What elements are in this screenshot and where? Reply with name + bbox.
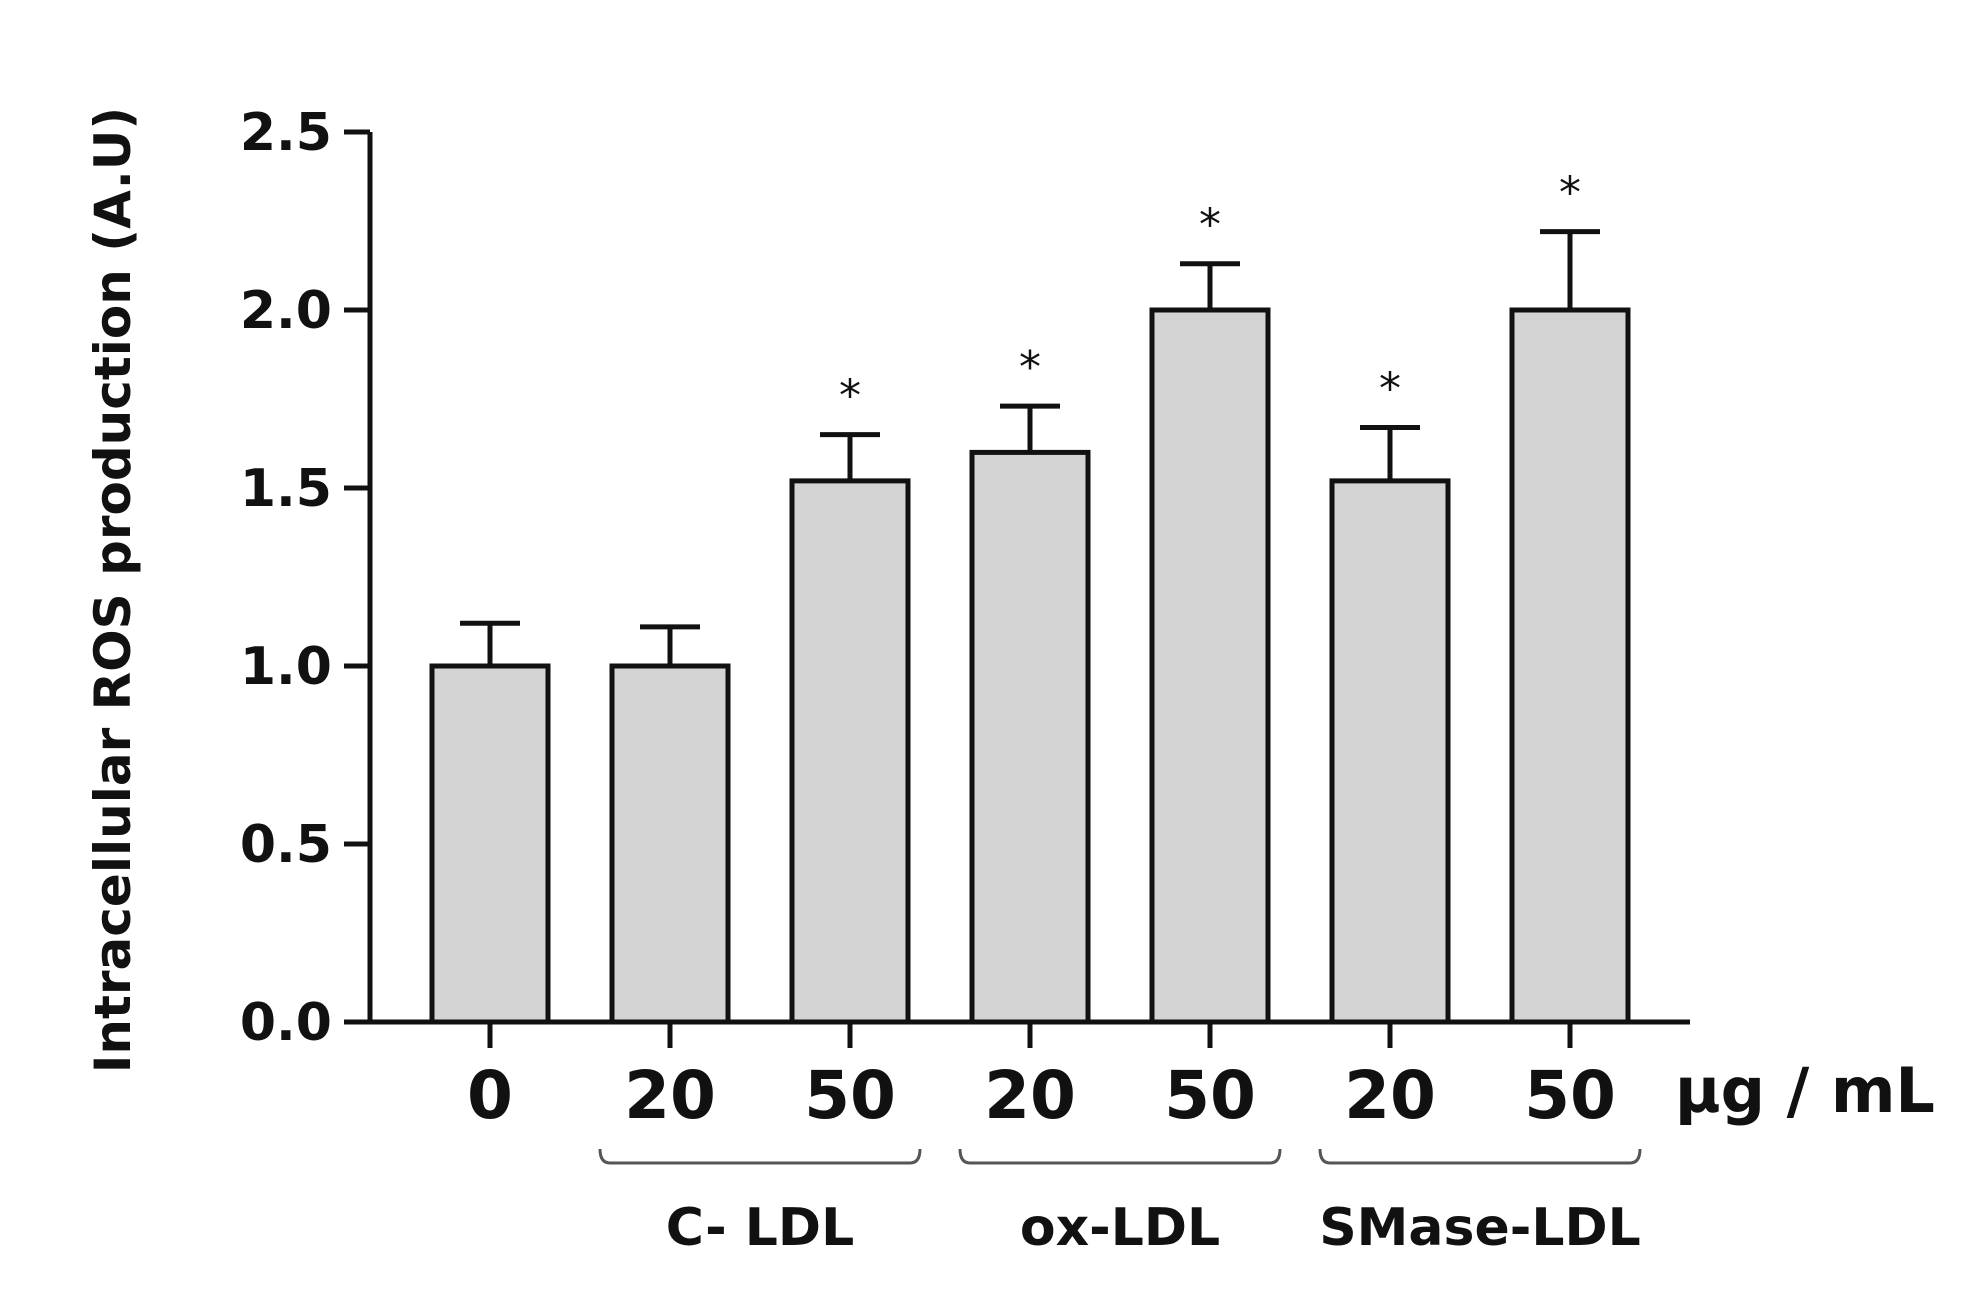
significance-star-3: *	[1019, 342, 1041, 393]
y-tick-label-0: 0.0	[240, 993, 332, 1053]
group-bracket-0	[598, 1148, 922, 1165]
group-label-1: ox-LDL	[1020, 1198, 1220, 1258]
bar-6	[1509, 307, 1631, 1025]
x-tick-label-1: 20	[624, 1057, 716, 1134]
bar-4	[1149, 307, 1271, 1025]
x-axis-unit-label: µg / mL	[1675, 1054, 1935, 1127]
x-tick-label-3: 20	[984, 1057, 1076, 1134]
y-axis-label: Intracellular ROS production (A.U)	[84, 107, 142, 1073]
x-tick-label-0: 0	[467, 1057, 513, 1134]
x-tick-label-2: 50	[804, 1057, 896, 1134]
significance-star-6: *	[1559, 168, 1581, 219]
significance-star-4: *	[1199, 200, 1221, 251]
bar-0	[429, 663, 551, 1025]
significance-star-5: *	[1379, 363, 1401, 414]
group-label-2: SMase-LDL	[1319, 1198, 1641, 1258]
y-tick-label-5: 2.5	[240, 103, 332, 163]
labels-layer: 0.0 0.5 1.0 1.5 2.0 2.5 0 20 50 20 50 20 50 µg / mL C-…	[84, 103, 1935, 1258]
x-tick-label-4: 50	[1164, 1057, 1256, 1134]
bar-5	[1329, 478, 1451, 1025]
error-bars-layer	[460, 229, 1600, 666]
y-tick-label-2: 1.0	[240, 637, 332, 697]
significance-star-2: *	[839, 371, 861, 422]
x-tick-label-6: 50	[1524, 1057, 1616, 1134]
y-tick-label-3: 1.5	[240, 459, 332, 519]
bar-3	[969, 449, 1091, 1025]
axes-layer	[344, 129, 1690, 1165]
group-bracket-1	[958, 1148, 1282, 1165]
group-label-0: C- LDL	[666, 1198, 854, 1258]
group-bracket-2	[1318, 1148, 1642, 1165]
y-tick-label-1: 0.5	[240, 815, 332, 875]
bar-1	[609, 663, 731, 1025]
y-tick-label-4: 2.0	[240, 281, 332, 341]
x-tick-label-5: 20	[1344, 1057, 1436, 1134]
bar-2	[789, 478, 911, 1025]
significance-markers-layer: * * * * *	[839, 168, 1581, 422]
